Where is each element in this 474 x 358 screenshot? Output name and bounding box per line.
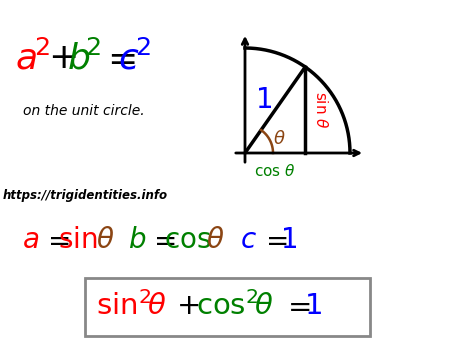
Text: $=$: $=$ [42, 226, 70, 254]
Text: $^2$: $^2$ [34, 41, 50, 75]
Text: $\mathit{a}$: $\mathit{a}$ [15, 41, 37, 75]
FancyBboxPatch shape [85, 278, 370, 336]
Text: $^2$: $^2$ [85, 41, 101, 75]
Text: https://trigidentities.info: https://trigidentities.info [3, 189, 168, 202]
Text: $\mathrm{cos}^2\!\theta$: $\mathrm{cos}^2\!\theta$ [196, 291, 273, 321]
Text: $1$: $1$ [255, 86, 272, 114]
Text: $1$: $1$ [280, 226, 297, 254]
Text: $1$: $1$ [304, 292, 322, 320]
Text: $+$: $+$ [48, 41, 76, 75]
Text: $\sin\,\theta$: $\sin\,\theta$ [313, 91, 329, 129]
Text: $\mathit{c}$: $\mathit{c}$ [240, 226, 257, 254]
Text: $\theta$: $\theta$ [206, 226, 225, 254]
Text: $=$: $=$ [148, 226, 176, 254]
Text: $\cos\,\theta$: $\cos\,\theta$ [254, 163, 296, 179]
Text: on the unit circle.: on the unit circle. [23, 104, 145, 118]
Text: $+$: $+$ [176, 292, 200, 320]
Text: $\mathrm{sin}^2\!\theta$: $\mathrm{sin}^2\!\theta$ [96, 291, 166, 321]
Text: $=$: $=$ [282, 292, 311, 320]
Text: $\theta$: $\theta$ [96, 226, 114, 254]
Text: $\mathit{b}$: $\mathit{b}$ [128, 226, 146, 254]
Text: $\mathrm{sin}$: $\mathrm{sin}$ [58, 226, 98, 254]
Text: $^2$: $^2$ [135, 41, 151, 75]
Text: $\theta$: $\theta$ [273, 130, 285, 148]
Text: $=$: $=$ [100, 41, 136, 75]
Text: $\mathit{a}$: $\mathit{a}$ [22, 226, 39, 254]
Text: $\mathrm{cos}$: $\mathrm{cos}$ [164, 226, 211, 254]
Text: $\mathit{b}$: $\mathit{b}$ [67, 41, 90, 75]
Text: $=$: $=$ [260, 226, 288, 254]
Text: $\mathit{c}$: $\mathit{c}$ [118, 41, 139, 75]
